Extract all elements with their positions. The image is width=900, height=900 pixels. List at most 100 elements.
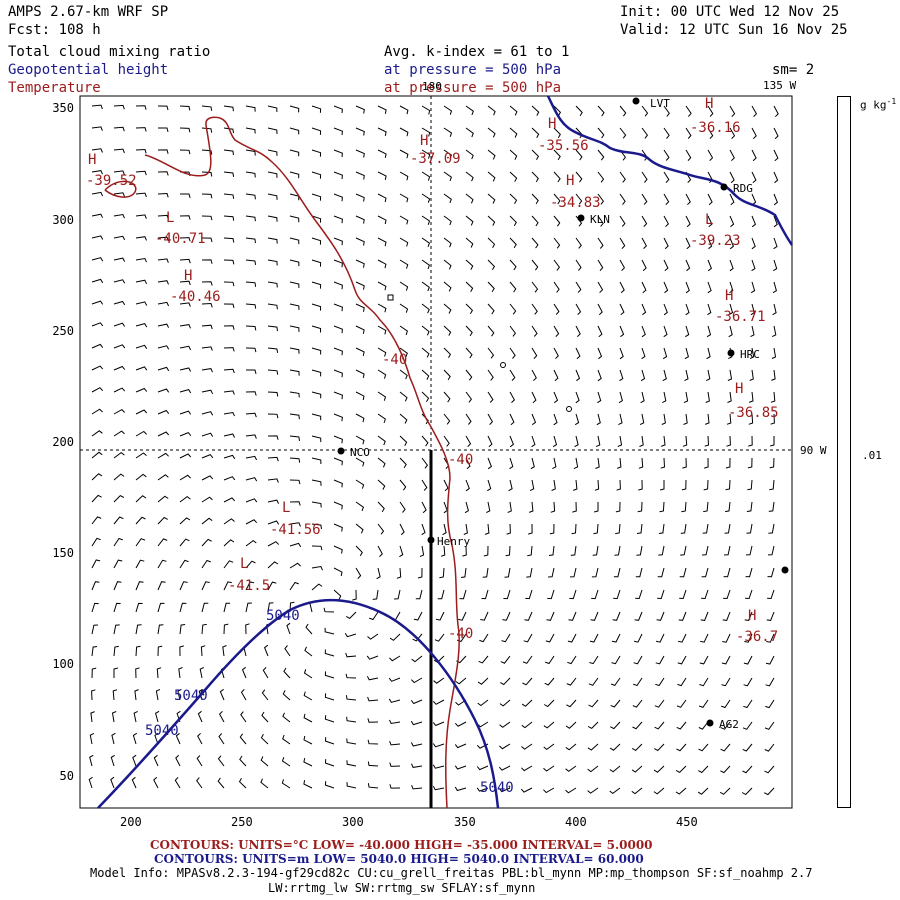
wind-barb — [91, 646, 98, 657]
extremum-marker: L — [166, 210, 174, 226]
wind-barb — [333, 589, 342, 600]
wind-barb — [634, 611, 643, 621]
wind-barb — [245, 391, 257, 396]
wind-barb — [303, 780, 313, 789]
extremum-value: -35.56 — [538, 138, 589, 154]
wind-barb — [355, 523, 364, 534]
wind-barb — [157, 258, 169, 263]
wind-barb — [640, 369, 646, 382]
wind-barb — [509, 149, 518, 160]
y-tick: 350 — [52, 101, 74, 115]
wind-barb — [747, 457, 753, 469]
wind-barb — [303, 713, 313, 723]
wind-barb — [509, 237, 517, 249]
wind-barb — [641, 127, 649, 139]
wind-barb — [553, 347, 559, 360]
wind-barb — [311, 127, 322, 135]
wind-barb — [682, 457, 687, 469]
valid-time: Valid: 12 UTC Sun 16 Nov 25 — [620, 22, 848, 38]
wind-barb — [333, 391, 343, 400]
wind-barb — [521, 721, 533, 729]
wind-barb — [399, 325, 408, 336]
wind-barb — [389, 719, 401, 725]
wind-barb — [323, 607, 335, 613]
wind-barb — [411, 785, 423, 790]
wind-barb — [245, 434, 257, 439]
wind-barb — [90, 711, 95, 723]
wind-barb — [544, 677, 555, 686]
wind-barb — [223, 347, 235, 352]
wind-barb — [703, 479, 709, 491]
wind-barb — [135, 366, 148, 371]
wind-barb — [389, 741, 401, 746]
wind-barb — [721, 655, 731, 665]
wind-barb — [267, 413, 279, 419]
wind-barb — [421, 457, 429, 469]
wind-barb — [611, 633, 621, 643]
wind-barb — [550, 501, 556, 513]
wind-barb — [684, 369, 689, 382]
wind-barb — [728, 325, 733, 338]
wind-barb — [131, 776, 137, 789]
wind-barb — [565, 765, 577, 772]
wind-barb — [773, 171, 779, 184]
wind-barb — [767, 545, 775, 556]
wind-barb — [681, 479, 687, 491]
wind-barb — [729, 237, 735, 250]
wind-barb — [245, 325, 257, 331]
wind-barb — [548, 545, 555, 556]
wind-barb — [766, 611, 775, 621]
wind-barb — [223, 325, 235, 330]
wind-barb — [465, 215, 474, 226]
wind-barb — [521, 765, 533, 772]
wind-barb — [464, 501, 469, 514]
wind-barb — [245, 455, 258, 461]
wind-barb — [377, 413, 386, 424]
colorbar — [837, 96, 851, 808]
wind-barb — [411, 763, 423, 768]
wind-barb — [565, 787, 577, 794]
wind-barb — [531, 259, 539, 271]
wind-barb — [476, 765, 489, 771]
wind-barb — [201, 193, 213, 199]
wind-barb — [574, 435, 579, 448]
wind-barb — [573, 457, 579, 470]
wind-barb — [289, 281, 300, 289]
wind-barb — [443, 435, 450, 447]
wind-barb — [246, 369, 257, 375]
wind-barb — [509, 303, 517, 315]
wind-barb — [421, 281, 430, 292]
wind-barb — [180, 193, 191, 198]
extremum-marker: H — [548, 116, 556, 132]
wind-barb — [677, 677, 687, 687]
wind-barb — [157, 236, 169, 242]
wind-barb — [641, 171, 648, 183]
height-contour-info: CONTOURS: UNITS=m LOW= 5040.0 HIGH= 5040… — [154, 852, 644, 866]
wind-barb — [655, 655, 665, 665]
wind-barb — [198, 688, 203, 701]
wind-barb — [529, 501, 534, 513]
wind-barb — [575, 259, 582, 271]
extremum-marker: H — [420, 133, 428, 149]
wind-barb — [267, 581, 277, 591]
wind-barb — [91, 473, 103, 481]
wind-barb — [223, 171, 235, 177]
wind-barb — [324, 693, 335, 701]
wind-barb — [631, 787, 643, 795]
wind-barb — [566, 677, 577, 686]
wind-barb — [223, 518, 235, 525]
wind-barb — [547, 589, 555, 600]
wind-barb — [157, 452, 169, 459]
extremum-marker: L — [705, 212, 713, 228]
wind-barb — [465, 413, 472, 425]
wind-barb — [575, 325, 581, 338]
wind-barb — [113, 126, 125, 132]
extremum-value: -39.23 — [690, 233, 741, 249]
wind-barb — [345, 695, 357, 701]
wind-barb — [377, 391, 387, 401]
wind-barb — [571, 523, 577, 535]
wind-barb — [345, 611, 357, 620]
wind-barb — [223, 237, 235, 243]
wind-barb — [223, 560, 234, 569]
wind-barb — [135, 452, 147, 459]
